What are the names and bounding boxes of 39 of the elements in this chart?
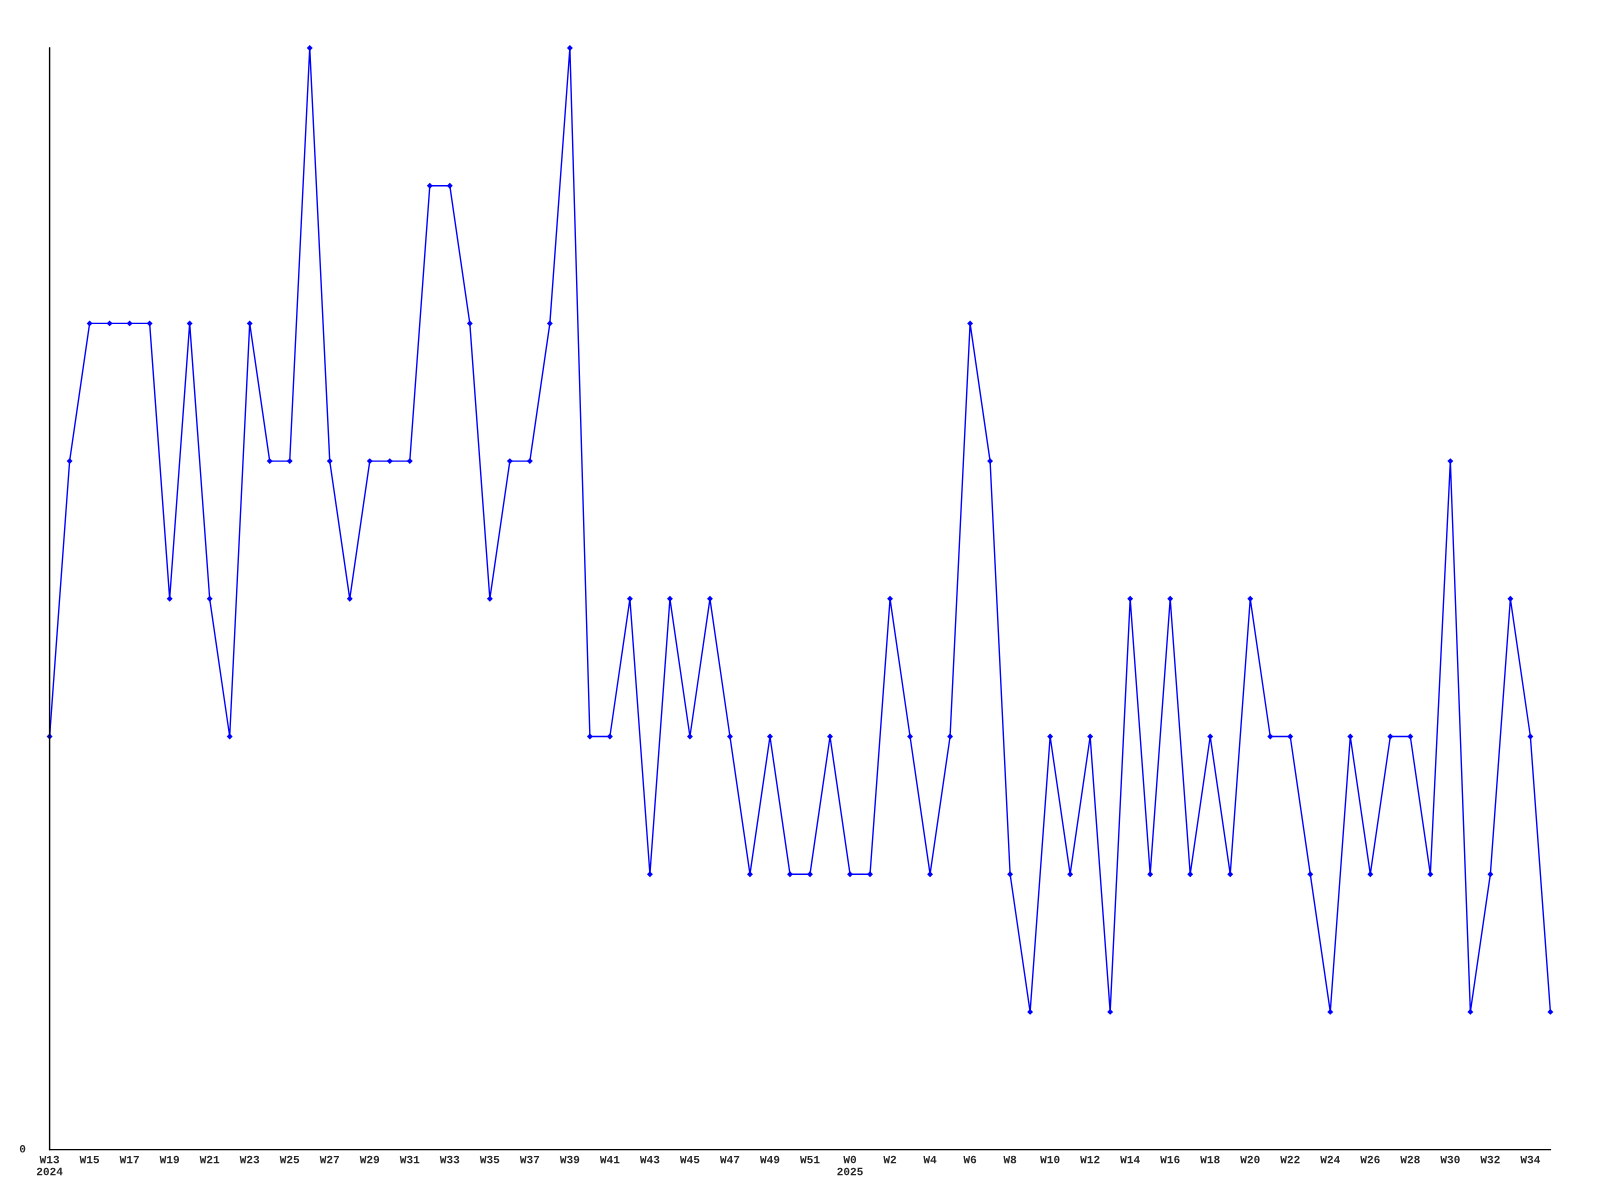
x-tick-label: W41 — [599, 1155, 620, 1164]
x-tick-label: W25 — [279, 1155, 300, 1164]
x-tick-label: W43 — [639, 1155, 660, 1164]
x-tick-label: W51 — [800, 1155, 820, 1164]
x-tick-label: W16 — [1160, 1155, 1180, 1164]
x-tick-label: W13 2024 — [36, 1155, 63, 1176]
x-tick-label: W2 — [883, 1155, 897, 1164]
x-tick-label: W8 — [1003, 1155, 1017, 1164]
x-tick-label: W20 — [1240, 1155, 1260, 1164]
x-tick-label: W21 — [199, 1155, 220, 1164]
x-tick-label: W10 — [1040, 1155, 1060, 1164]
x-tick-label: W6 — [963, 1155, 977, 1164]
x-tick-label: W14 — [1120, 1155, 1140, 1164]
x-tick-label: W26 — [1360, 1155, 1380, 1164]
x-tick-label: W27 — [319, 1155, 340, 1164]
x-tick-label: W39 — [559, 1155, 580, 1164]
x-tick-label: W47 — [719, 1155, 740, 1164]
x-tick-label: W45 — [679, 1155, 700, 1164]
x-tick-label: W22 — [1280, 1155, 1300, 1164]
x-tick-label: W29 — [359, 1155, 380, 1164]
x-tick-label: W4 — [923, 1155, 937, 1164]
text: 0 — [19, 1145, 26, 1153]
x-tick-label: W37 — [519, 1155, 540, 1164]
x-tick-label: W17 — [119, 1155, 139, 1164]
x-tick-label: W23 — [239, 1155, 260, 1164]
x-tick-label: W31 — [399, 1155, 420, 1164]
x-tick-label: W32 — [1480, 1155, 1500, 1164]
x-tick-label: W33 — [439, 1155, 460, 1164]
x-tick-label: W18 — [1200, 1155, 1220, 1164]
x-tick-label: W30 — [1440, 1155, 1460, 1164]
x-tick-label: W12 — [1080, 1155, 1100, 1164]
x-tick-label: W0 2025 — [837, 1155, 863, 1176]
x-tick-label: W24 — [1320, 1155, 1340, 1164]
x-tick-label: W28 — [1400, 1155, 1420, 1164]
x-tick-label: W15 — [79, 1155, 100, 1164]
x-tick-label: W19 — [159, 1155, 179, 1164]
x-tick-label: W49 — [759, 1155, 780, 1164]
x-tick-label: W34 — [1520, 1155, 1541, 1164]
x-tick-label: W35 — [479, 1155, 500, 1164]
